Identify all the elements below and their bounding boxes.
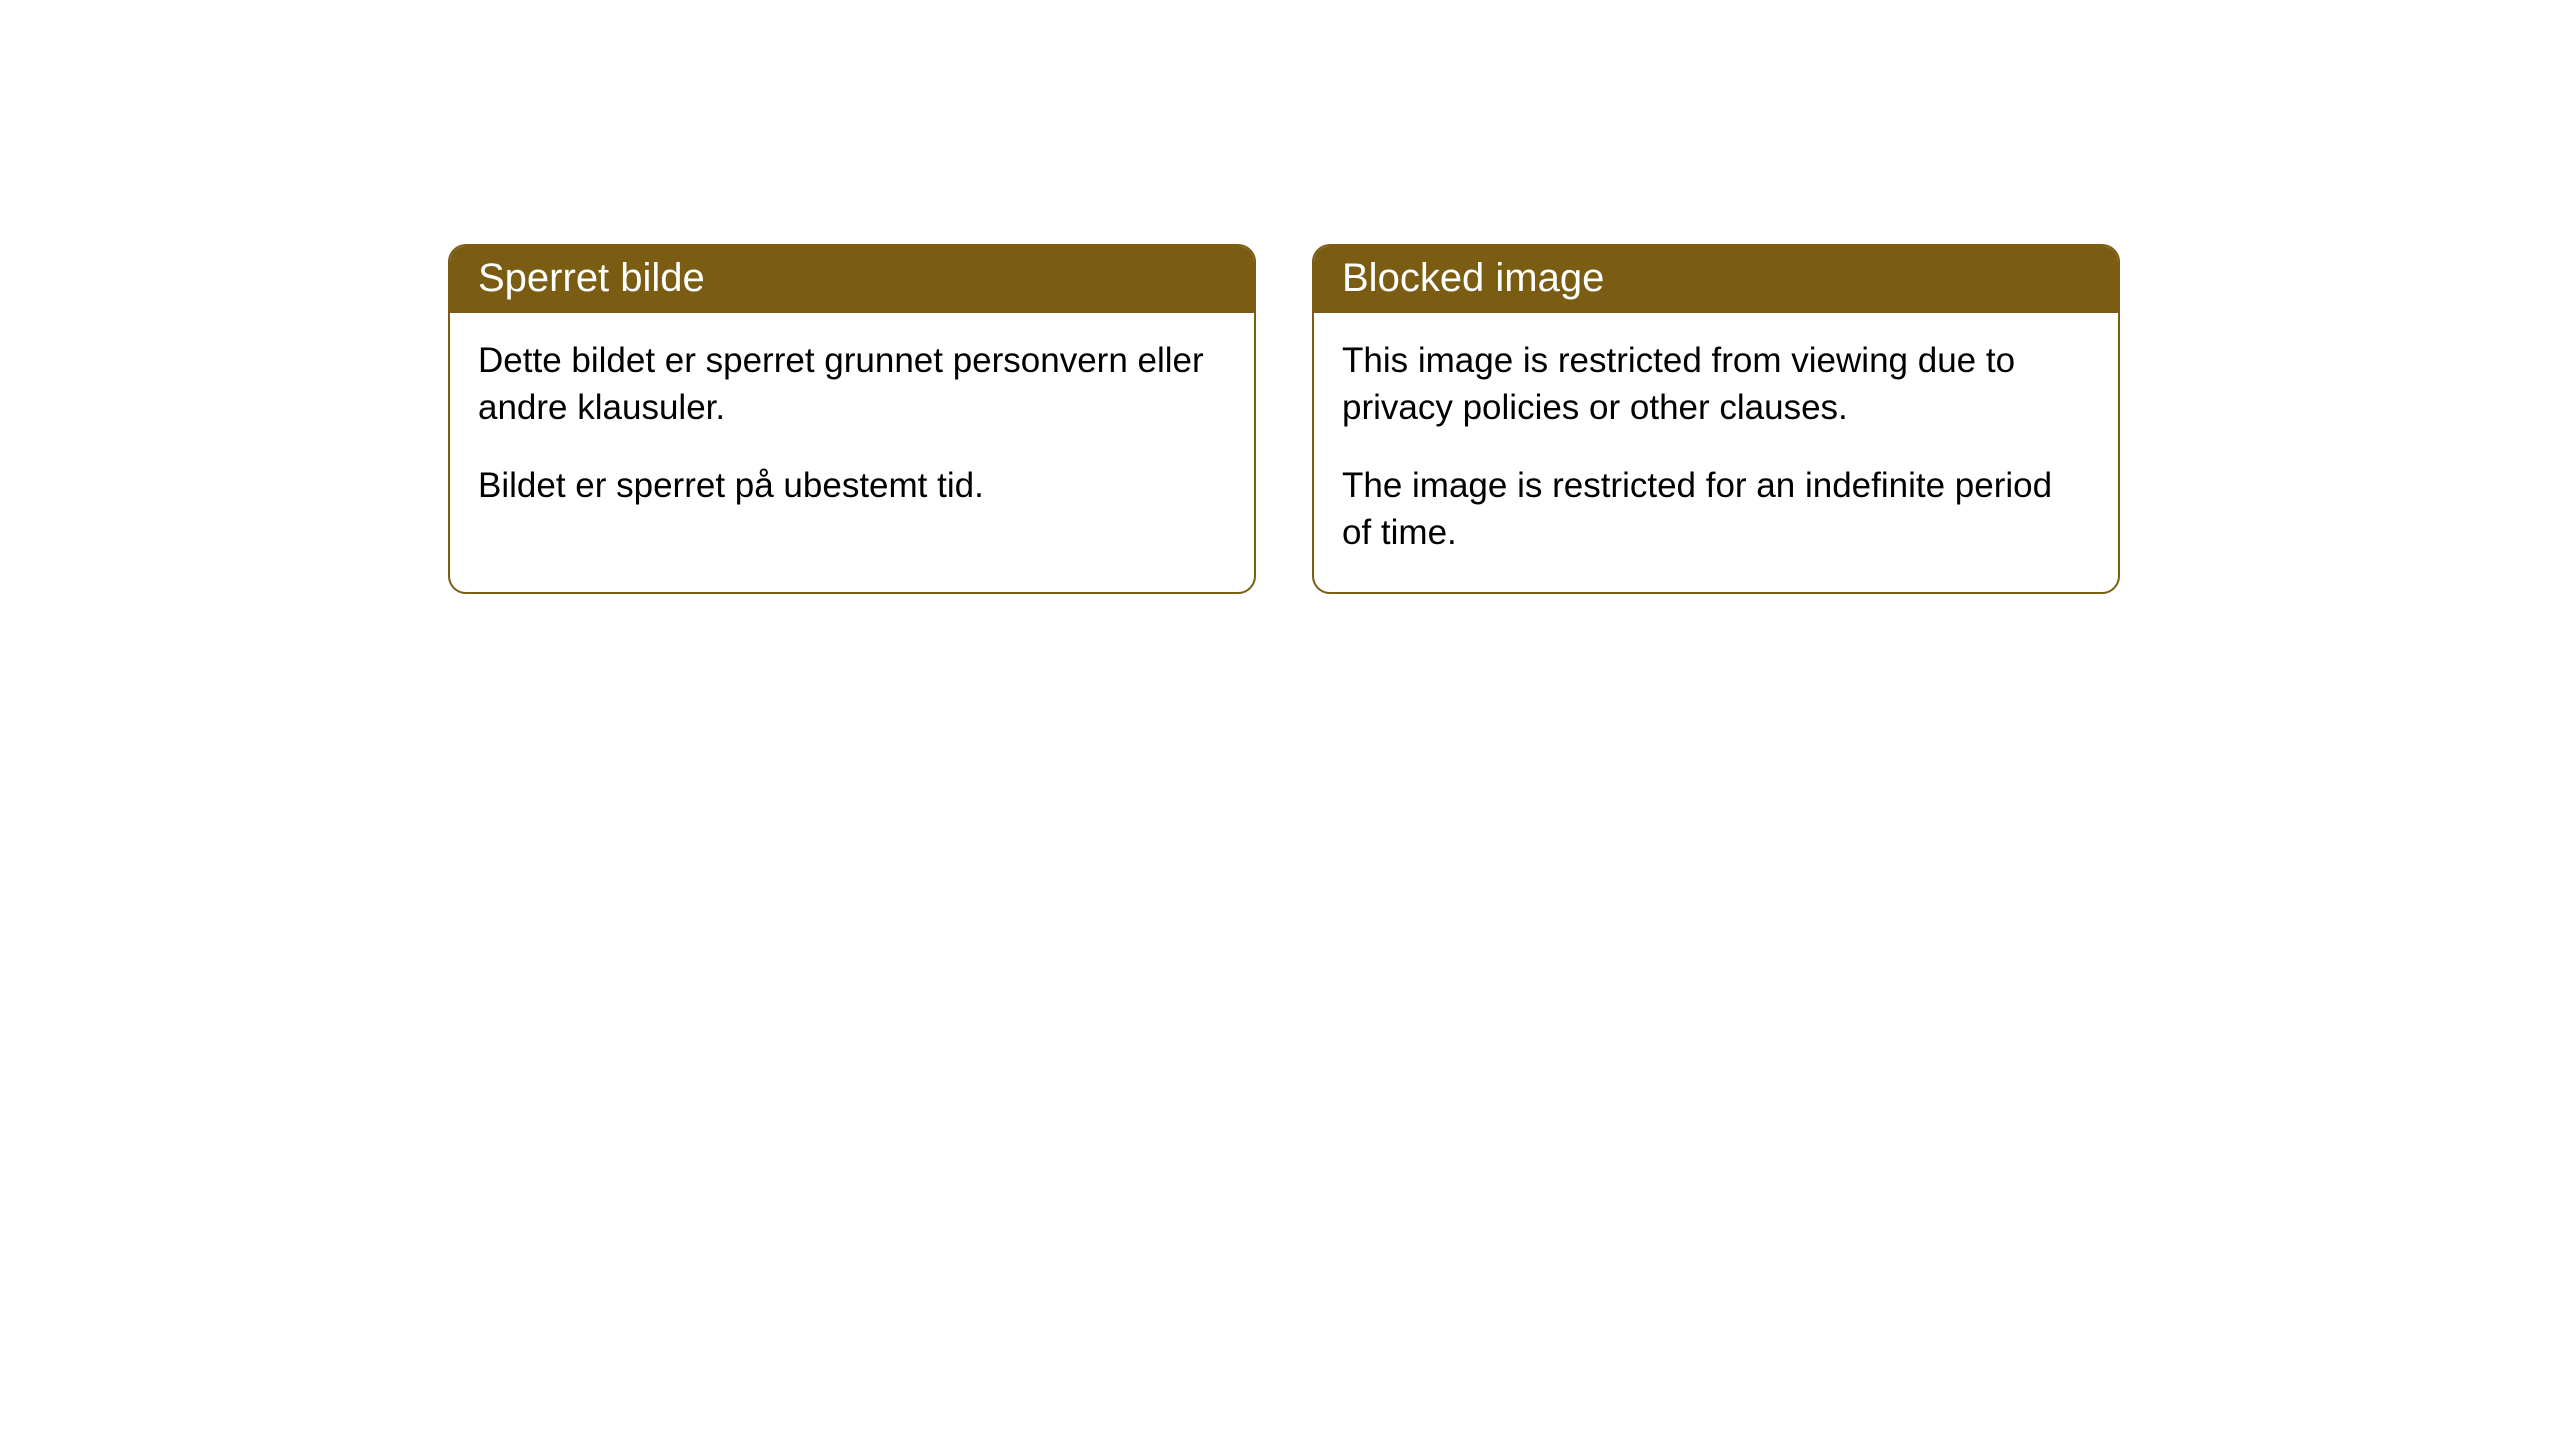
card-body: Dette bildet er sperret grunnet personve… bbox=[450, 313, 1254, 545]
notice-card-norwegian: Sperret bilde Dette bildet er sperret gr… bbox=[448, 244, 1256, 594]
card-paragraph: This image is restricted from viewing du… bbox=[1342, 337, 2090, 432]
card-paragraph: Dette bildet er sperret grunnet personve… bbox=[478, 337, 1226, 432]
card-paragraph: Bildet er sperret på ubestemt tid. bbox=[478, 462, 1226, 509]
card-body: This image is restricted from viewing du… bbox=[1314, 313, 2118, 592]
notice-card-english: Blocked image This image is restricted f… bbox=[1312, 244, 2120, 594]
card-paragraph: The image is restricted for an indefinit… bbox=[1342, 462, 2090, 557]
card-header: Sperret bilde bbox=[450, 246, 1254, 313]
card-title: Blocked image bbox=[1342, 256, 1604, 300]
card-title: Sperret bilde bbox=[478, 256, 705, 300]
card-header: Blocked image bbox=[1314, 246, 2118, 313]
notice-cards-container: Sperret bilde Dette bildet er sperret gr… bbox=[0, 0, 2560, 594]
